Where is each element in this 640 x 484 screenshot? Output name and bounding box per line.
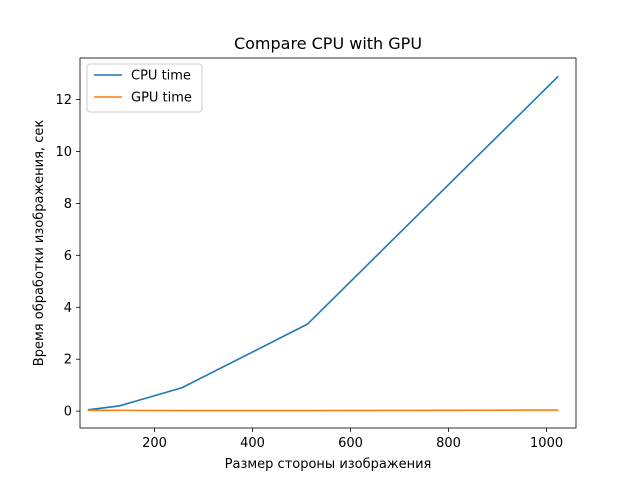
plot-area <box>80 58 576 428</box>
y-tick-label: 2 <box>64 353 72 368</box>
series-line-1 <box>87 409 559 412</box>
legend-label-1: GPU time <box>131 91 192 106</box>
legend-label-0: CPU time <box>131 69 191 84</box>
series-line-0 <box>87 75 559 411</box>
y-tick-label: 10 <box>55 145 72 160</box>
legend: CPU time GPU time <box>86 63 203 113</box>
x-tick-label: 400 <box>240 436 265 451</box>
chart-title: Compare CPU with GPU <box>234 34 422 53</box>
legend-box <box>86 63 203 113</box>
x-tick-label: 800 <box>436 436 461 451</box>
legend-items: CPU time GPU time <box>94 69 192 106</box>
axes-frame <box>79 57 577 429</box>
y-axis-label: Время обработки изображения, сек <box>32 120 47 367</box>
x-axis-label: Размер стороны изображения <box>225 457 432 472</box>
y-tick-label: 12 <box>55 93 72 108</box>
y-tick-label: 0 <box>64 405 72 420</box>
plot-background <box>80 58 576 428</box>
axes-layer: 200 400 600 800 1000 0 2 4 6 8 10 12 <box>55 57 577 451</box>
series-layer <box>87 75 559 412</box>
y-tick-label: 6 <box>64 249 72 264</box>
x-tick-label: 200 <box>142 436 167 451</box>
x-tick-label: 1000 <box>530 436 563 451</box>
y-tick-label: 4 <box>64 301 72 316</box>
y-tick-label: 8 <box>64 197 72 212</box>
x-tick-label: 600 <box>338 436 363 451</box>
